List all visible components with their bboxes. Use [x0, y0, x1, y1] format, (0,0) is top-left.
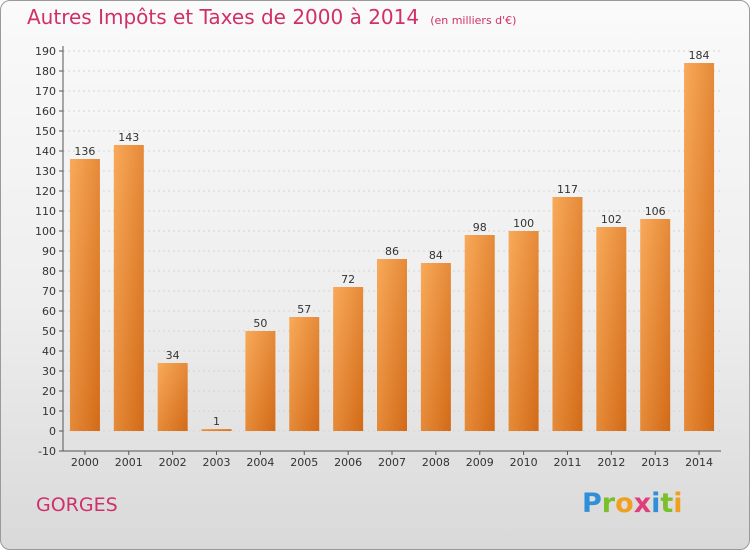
- x-tick-label-2003: 2003: [203, 456, 231, 469]
- bar-2002: [157, 363, 188, 431]
- x-tick-label-2001: 2001: [115, 456, 143, 469]
- y-tick-label: 30: [42, 365, 56, 378]
- x-tick-label-2004: 2004: [246, 456, 274, 469]
- chart-subtitle: (en milliers d'€): [430, 14, 517, 27]
- y-tick-label: 160: [35, 105, 56, 118]
- data-label-2003: 1: [213, 415, 220, 428]
- bar-2014: [684, 63, 715, 431]
- x-tick-label-2009: 2009: [466, 456, 494, 469]
- y-tick-label: 170: [35, 85, 56, 98]
- logo-letter: x: [633, 488, 652, 519]
- city-name: GORGES: [36, 494, 118, 516]
- data-label-2002: 34: [166, 349, 180, 362]
- data-label-2006: 72: [341, 273, 355, 286]
- bar-2003: [201, 429, 232, 431]
- y-tick-label: 140: [35, 145, 56, 158]
- y-tick-label: 110: [35, 205, 56, 218]
- logo-letter: o: [615, 488, 634, 519]
- bar-2000: [69, 159, 100, 431]
- axes: -100102030405060708090100110120130140150…: [35, 45, 721, 469]
- bar-2010: [508, 231, 539, 431]
- y-tick-label: 60: [42, 305, 56, 318]
- y-tick-label: 50: [42, 325, 56, 338]
- bar-2012: [596, 227, 627, 431]
- x-tick-label-2010: 2010: [510, 456, 538, 469]
- bar-2007: [377, 259, 407, 431]
- y-tick-label: 150: [35, 125, 56, 138]
- y-tick-label: 180: [35, 65, 56, 78]
- bar-2011: [552, 197, 583, 431]
- logo-letter: i: [651, 488, 661, 519]
- x-tick-label-2002: 2002: [159, 456, 187, 469]
- bar-2005: [289, 317, 320, 431]
- y-tick-label: 80: [42, 265, 56, 278]
- x-tick-label-2011: 2011: [553, 456, 581, 469]
- data-label-2004: 50: [253, 317, 267, 330]
- data-label-2008: 84: [429, 249, 443, 262]
- data-label-2001: 143: [118, 131, 139, 144]
- logo-letter: P: [582, 488, 602, 519]
- proxiti-logo: Proxiti: [582, 488, 683, 519]
- bars: [69, 63, 715, 431]
- y-tick-label: 70: [42, 285, 56, 298]
- bar-2001: [113, 145, 144, 431]
- data-label-2011: 117: [557, 183, 578, 196]
- data-label-2014: 184: [689, 49, 710, 62]
- x-tick-label-2000: 2000: [71, 456, 99, 469]
- chart-title: Autres Impôts et Taxes de 2000 à 2014: [27, 5, 420, 29]
- logo-letter: t: [660, 488, 674, 519]
- y-tick-label: 100: [35, 225, 56, 238]
- data-label-2013: 106: [645, 205, 666, 218]
- x-tick-label-2013: 2013: [641, 456, 669, 469]
- data-labels: 136 143 34 1 50 57 72 86 84 98 100 117 102 106 184: [74, 49, 709, 428]
- x-tick-label-2014: 2014: [685, 456, 713, 469]
- bar-2006: [333, 287, 364, 431]
- bar-2004: [245, 331, 276, 431]
- y-tick-label: 120: [35, 185, 56, 198]
- y-tick-label: 0: [49, 425, 56, 438]
- y-tick-label: 40: [42, 345, 56, 358]
- data-label-2005: 57: [297, 303, 311, 316]
- data-label-2000: 136: [74, 145, 95, 158]
- x-tick-label-2007: 2007: [378, 456, 406, 469]
- x-tick-label-2006: 2006: [334, 456, 362, 469]
- bar-2008: [420, 263, 451, 431]
- bar-2013: [640, 219, 671, 431]
- x-tick-label-2005: 2005: [290, 456, 318, 469]
- y-tick-label: 130: [35, 165, 56, 178]
- data-label-2012: 102: [601, 213, 622, 226]
- x-tick-label-2008: 2008: [422, 456, 450, 469]
- y-tick-label: -10: [38, 445, 56, 458]
- data-label-2007: 86: [385, 245, 399, 258]
- logo-letter: r: [601, 488, 616, 519]
- logo-letter: i: [673, 488, 683, 519]
- x-tick-label-2012: 2012: [597, 456, 625, 469]
- y-tick-label: 10: [42, 405, 56, 418]
- y-tick-label: 190: [35, 45, 56, 58]
- y-tick-label: 90: [42, 245, 56, 258]
- chart-title-block: Autres Impôts et Taxes de 2000 à 2014 (e…: [27, 5, 516, 29]
- y-tick-label: 20: [42, 385, 56, 398]
- bar-2009: [464, 235, 495, 431]
- data-label-2010: 100: [513, 217, 534, 230]
- data-label-2009: 98: [473, 221, 487, 234]
